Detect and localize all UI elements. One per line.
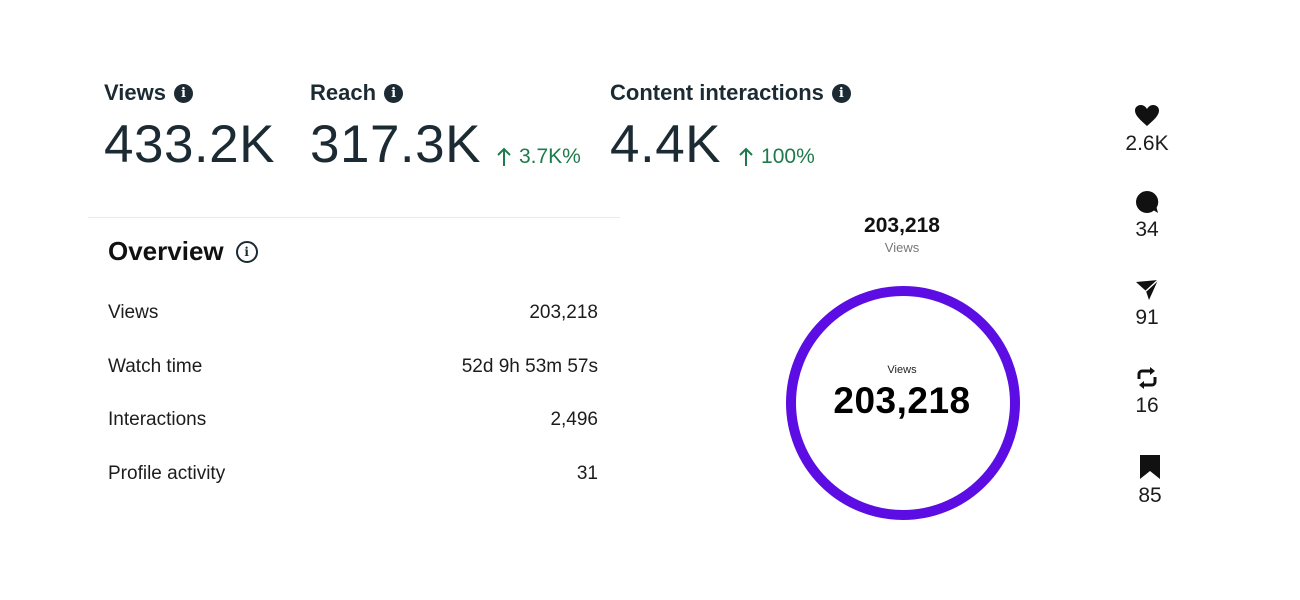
metric-views-value: 433.2K	[104, 115, 275, 174]
overview-title: Overview i	[108, 236, 258, 267]
overview-row-profile-activity: Profile activity 31	[108, 463, 598, 484]
metric-reach-label: Reach i	[310, 80, 581, 106]
metric-views-label: Views i	[104, 80, 275, 106]
arrow-up-icon	[739, 147, 753, 166]
donut-center-label: Views	[887, 364, 917, 376]
metric-reach-value: 317.3K	[310, 115, 481, 174]
info-icon[interactable]: i	[831, 83, 851, 103]
stat-saves: 85	[1120, 454, 1180, 508]
arrow-up-icon	[497, 147, 511, 166]
metric-content-interactions-label: Content interactions i	[610, 80, 851, 106]
heart-icon	[1135, 105, 1159, 126]
info-icon[interactable]: i	[235, 240, 258, 263]
send-icon	[1136, 279, 1159, 300]
stat-likes: 2.6K	[1117, 104, 1177, 156]
overview-row-watch-time: Watch time 52d 9h 53m 57s	[108, 356, 598, 377]
metric-reach: Reach i 317.3K 3.7K%	[310, 80, 581, 171]
bookmark-icon	[1140, 455, 1160, 479]
overview-row-views: Views 203,218	[108, 302, 598, 323]
metric-reach-change: 3.7K%	[497, 145, 581, 169]
info-icon[interactable]: i	[173, 83, 193, 103]
comment-icon	[1136, 190, 1159, 213]
stat-comments: 34	[1117, 190, 1177, 242]
metric-content-interactions-value: 4.4K	[610, 115, 722, 174]
metric-content-interactions-change: 100%	[739, 145, 815, 169]
overview-row-interactions: Interactions 2,496	[108, 409, 598, 430]
repost-icon	[1137, 367, 1157, 389]
donut-center-value: 203,218	[833, 380, 971, 421]
info-icon[interactable]: i	[384, 83, 404, 103]
stat-reposts: 16	[1117, 366, 1177, 418]
metric-content-interactions: Content interactions i 4.4K 100%	[610, 80, 851, 171]
metric-views: Views i 433.2K	[104, 80, 275, 171]
stat-shares: 91	[1117, 278, 1177, 330]
donut-top-label: Views	[884, 240, 920, 255]
section-divider	[88, 217, 620, 218]
donut-top-value: 203,218	[864, 214, 940, 237]
views-donut-ring	[786, 286, 1020, 520]
